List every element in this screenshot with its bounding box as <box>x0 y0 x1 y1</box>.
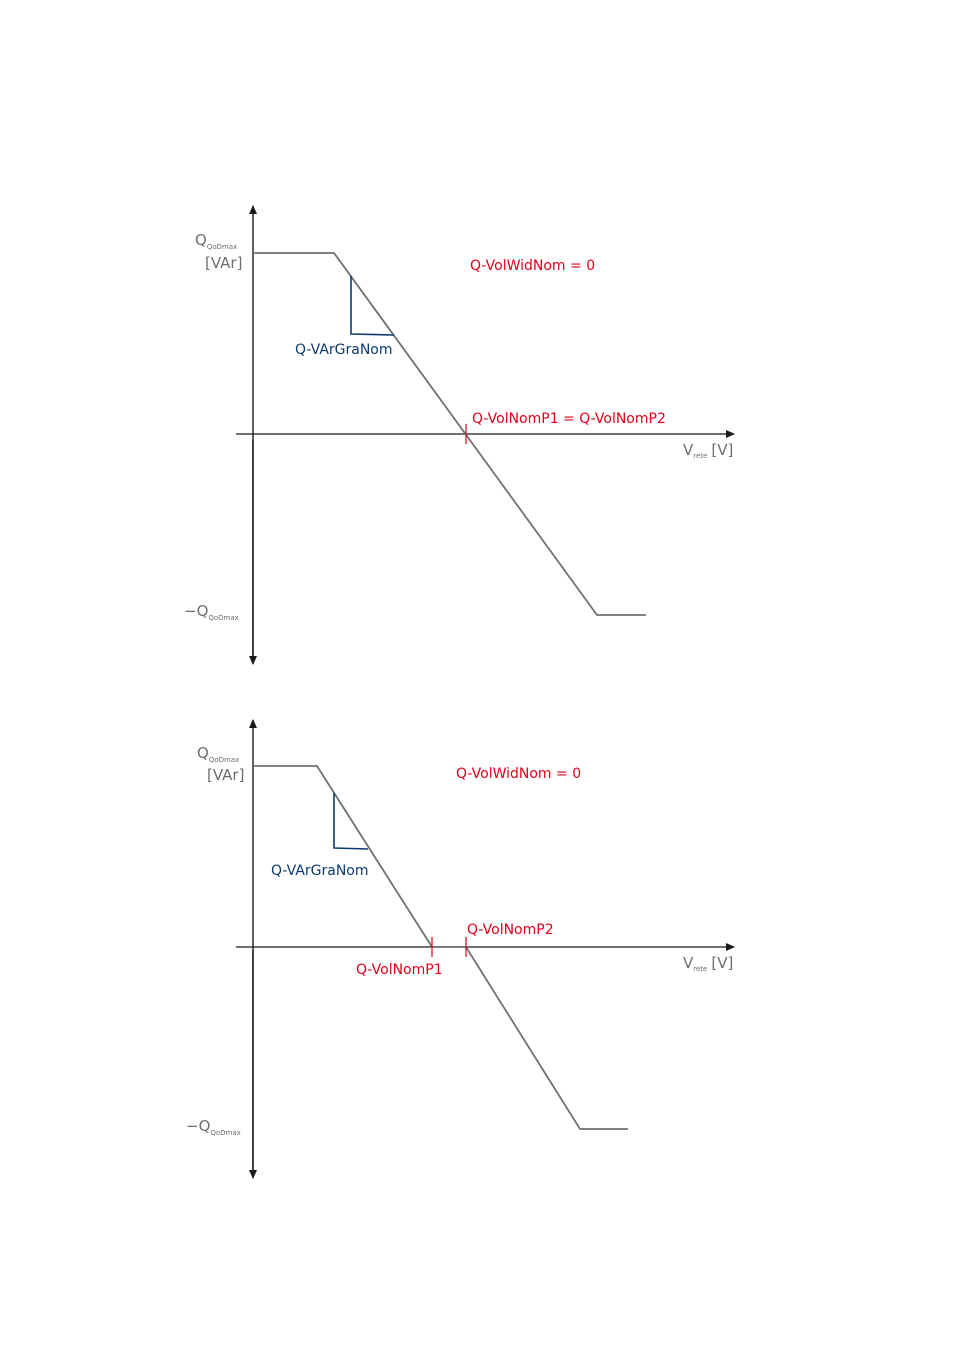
top-y-neg-sub: QoDmax <box>208 614 238 622</box>
bottom-y-label-main: Q <box>197 744 209 762</box>
bottom-p2-label: Q-VolNomP2 <box>467 922 554 938</box>
top-point-label: Q-VolNomP1 = Q-VolNomP2 <box>472 411 666 427</box>
bottom-x-label-sub: rete <box>693 965 707 973</box>
top-y-label-q: QQoDmax <box>195 231 237 251</box>
top-y-unit: [VAr] <box>205 254 242 272</box>
top-x-label-sub: rete <box>693 452 707 460</box>
top-gradient-triangle <box>350 276 395 336</box>
bottom-y-neg-sub: QoDmax <box>210 1129 240 1137</box>
top-width-label: Q-VolWidNom = 0 <box>470 258 595 274</box>
top-x-unit: [V] <box>711 441 733 459</box>
bottom-y-neg-prefix: −Q <box>186 1117 210 1135</box>
top-y-label-main: Q <box>195 231 207 249</box>
bottom-y-label-sub: QoDmax <box>209 756 239 764</box>
bottom-gradient-label: Q-VArGraNom <box>271 863 369 879</box>
top-x-label-main: V <box>683 441 694 459</box>
top-y-neg-label: −QQoDmax <box>184 602 239 622</box>
bottom-y-label-q: QQoDmax <box>197 744 239 764</box>
bottom-x-label-main: V <box>683 954 694 972</box>
top-y-label-sub: QoDmax <box>207 243 237 251</box>
bottom-x-label: Vrete [V] <box>683 954 733 973</box>
bottom-p1-label: Q-VolNomP1 <box>356 962 443 978</box>
bottom-x-unit: [V] <box>711 954 733 972</box>
top-x-label: Vrete [V] <box>683 441 733 460</box>
bottom-gradient-triangle <box>333 793 369 850</box>
diagram-top: QQoDmax [VAr] −QQoDmax Vrete [V] Q-VolWid… <box>184 205 735 665</box>
top-gradient-label: Q-VArGraNom <box>295 342 393 358</box>
top-y-neg-prefix: −Q <box>184 602 208 620</box>
bottom-y-neg-label: −QQoDmax <box>186 1117 241 1137</box>
diagram-bottom: QQoDmax [VAr] −QQoDmax Vrete [V] Q-VolWid… <box>186 719 735 1179</box>
bottom-width-label: Q-VolWidNom = 0 <box>456 766 581 782</box>
bottom-characteristic-curve <box>253 765 628 1130</box>
bottom-y-unit: [VAr] <box>207 766 244 784</box>
